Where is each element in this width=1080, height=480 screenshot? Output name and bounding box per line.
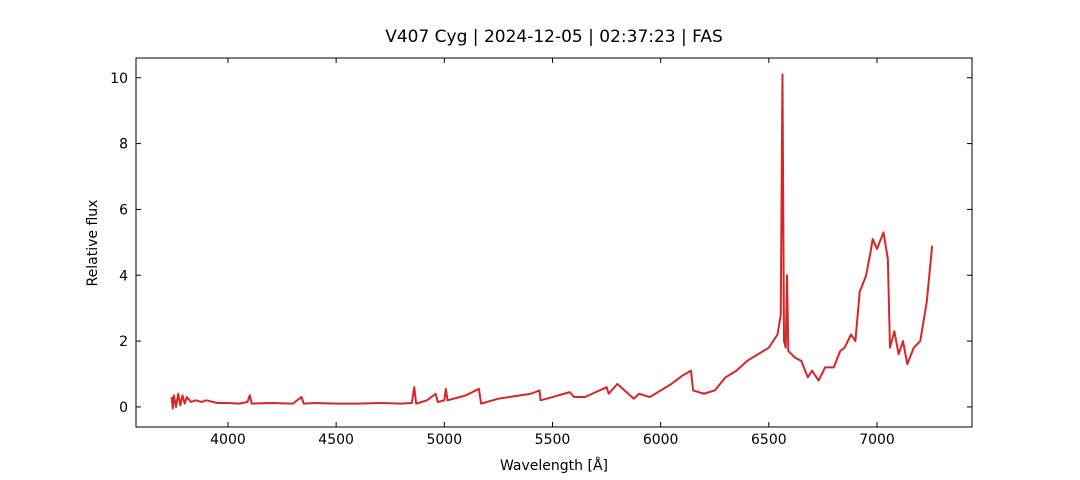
plot-frame [135, 57, 973, 428]
y-axis-label: Relative flux [85, 200, 101, 287]
spectrum-line [170, 73, 934, 410]
x-axis-label: Wavelength [Å] [500, 457, 608, 474]
y-tick-label: 8 [119, 137, 128, 153]
y-tick-label: 0 [119, 400, 128, 416]
x-tick-label: 7000 [859, 432, 895, 448]
x-tick-label: 4000 [210, 432, 246, 448]
x-tick-label: 6500 [751, 432, 787, 448]
y-tick-label: 2 [119, 334, 128, 350]
x-tick-label: 4500 [318, 432, 354, 448]
chart-title: V407 Cyg | 2024-12-05 | 02:37:23 | FAS [385, 27, 723, 47]
y-tick-label: 6 [119, 202, 128, 218]
x-tick-label: 5500 [535, 432, 571, 448]
x-tick-label: 5000 [426, 432, 462, 448]
x-tick-label: 6000 [643, 432, 679, 448]
y-tick-label: 4 [119, 268, 128, 284]
y-tick-label: 10 [110, 71, 128, 87]
